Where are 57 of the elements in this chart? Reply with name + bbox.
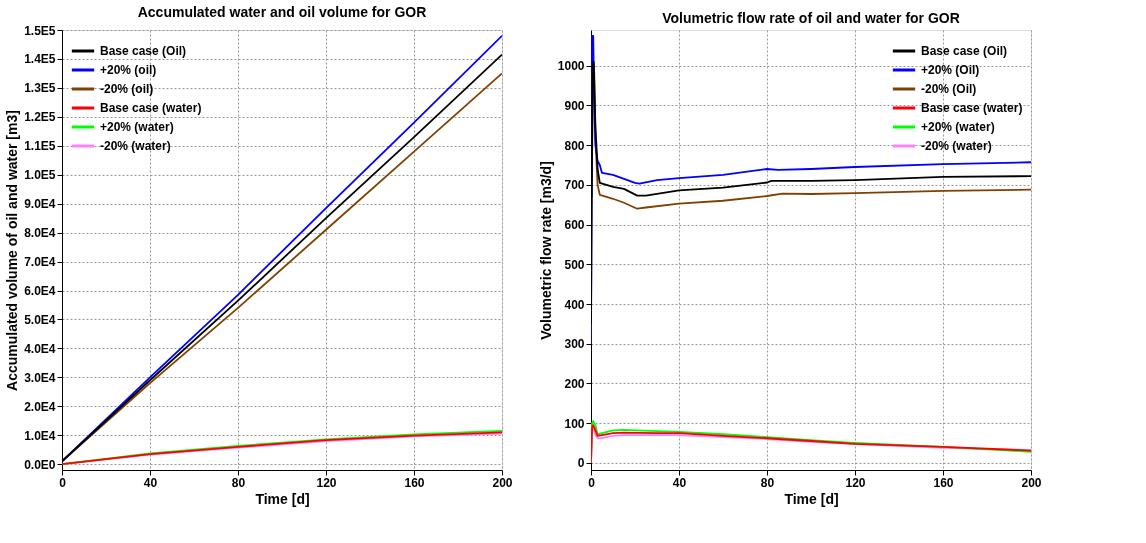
chart-title: Accumulated water and oil volume for GOR xyxy=(137,4,427,20)
chart-title: Volumetric flow rate of oil and water for GOR xyxy=(662,10,960,26)
y-tick-label: 1.2E5 xyxy=(24,110,56,125)
y-tick-label: 0 xyxy=(577,456,585,471)
legend-label: -20% (oil) xyxy=(100,82,154,96)
x-axis-title: Time [d] xyxy=(784,490,839,507)
y-tick-label: 9.0E4 xyxy=(24,197,56,212)
y-tick-label: 800 xyxy=(564,138,585,153)
legend-label: Base case (water) xyxy=(921,101,1023,115)
x-tick-label: 200 xyxy=(492,475,513,490)
y-tick-label: 1000 xyxy=(557,59,585,74)
y-tick-label: 600 xyxy=(564,218,585,233)
legend-label: -20% (water) xyxy=(100,139,171,153)
legend-label: Base case (water) xyxy=(100,101,202,115)
y-tick-label: 200 xyxy=(564,376,585,391)
y-axis-title: Accumulated volume of oil and water [m3] xyxy=(4,110,21,391)
y-tick-label: 500 xyxy=(564,257,585,272)
legend-label: +20% (Oil) xyxy=(921,63,980,77)
x-tick-label: 200 xyxy=(1021,475,1042,490)
y-tick-label: 2.0E4 xyxy=(24,399,56,414)
y-tick-label: 1.0E5 xyxy=(24,168,56,183)
y-tick-label: 1.5E5 xyxy=(24,23,56,38)
y-tick-label: 0.0E0 xyxy=(24,457,56,472)
x-tick-label: 120 xyxy=(316,475,337,490)
y-tick-label: 6.0E4 xyxy=(24,284,56,299)
x-tick-label: 80 xyxy=(760,475,775,490)
y-tick-label: 5.0E4 xyxy=(24,312,56,327)
x-tick-label: 40 xyxy=(143,475,158,490)
legend-label: +20% (oil) xyxy=(100,63,157,77)
y-axis-title: Volumetric flow rate [m3/d] xyxy=(537,161,554,340)
legend-label: +20% (water) xyxy=(100,120,174,134)
y-tick-label: 100 xyxy=(564,416,585,431)
legend-label: Base case (Oil) xyxy=(100,44,187,58)
legend-label: Base case (Oil) xyxy=(921,44,1008,58)
y-tick-label: 900 xyxy=(564,98,585,113)
y-tick-label: 400 xyxy=(564,297,585,312)
y-tick-label: 8.0E4 xyxy=(24,226,56,241)
x-tick-label: 160 xyxy=(933,475,954,490)
x-tick-label: 40 xyxy=(672,475,687,490)
x-tick-label: 80 xyxy=(231,475,246,490)
y-tick-label: 7.0E4 xyxy=(24,255,56,270)
y-tick-label: 1.3E5 xyxy=(24,81,56,96)
legend-label: -20% (Oil) xyxy=(921,82,977,96)
y-tick-label: 300 xyxy=(564,337,585,352)
x-axis-title: Time [d] xyxy=(255,490,310,507)
legend-label: +20% (water) xyxy=(921,120,995,134)
x-tick-label: 120 xyxy=(845,475,866,490)
y-tick-label: 4.0E4 xyxy=(24,341,56,356)
x-tick-label: 160 xyxy=(404,475,425,490)
y-tick-label: 1.4E5 xyxy=(24,52,56,67)
x-tick-label: 0 xyxy=(588,475,596,490)
y-tick-label: 1.0E4 xyxy=(24,428,56,443)
y-tick-label: 1.1E5 xyxy=(24,139,56,154)
y-tick-label: 3.0E4 xyxy=(24,370,56,385)
legend-label: -20% (water) xyxy=(921,139,992,153)
y-tick-label: 700 xyxy=(564,178,585,193)
x-tick-label: 0 xyxy=(59,475,67,490)
